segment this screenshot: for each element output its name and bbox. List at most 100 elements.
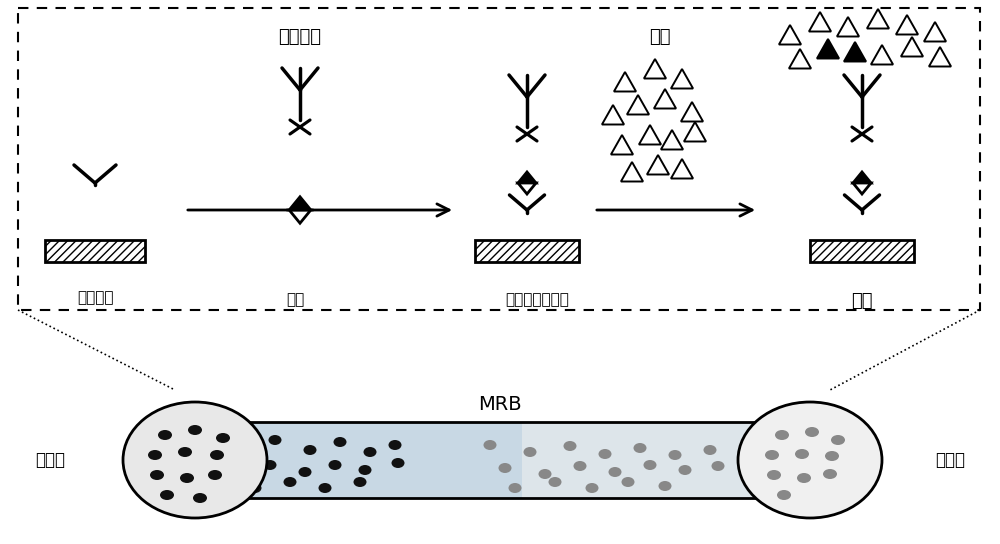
- Ellipse shape: [364, 447, 376, 457]
- Polygon shape: [853, 172, 871, 183]
- Ellipse shape: [392, 458, 404, 468]
- Polygon shape: [518, 183, 536, 194]
- Ellipse shape: [823, 469, 837, 479]
- Ellipse shape: [548, 477, 562, 487]
- Ellipse shape: [644, 460, 656, 470]
- Ellipse shape: [160, 490, 174, 500]
- Polygon shape: [671, 159, 693, 178]
- Ellipse shape: [586, 483, 598, 493]
- Ellipse shape: [608, 467, 622, 477]
- Ellipse shape: [188, 425, 202, 435]
- Ellipse shape: [678, 465, 692, 475]
- Ellipse shape: [767, 470, 781, 480]
- Ellipse shape: [180, 473, 194, 483]
- Polygon shape: [779, 25, 801, 45]
- Ellipse shape: [248, 483, 262, 493]
- Ellipse shape: [498, 463, 512, 473]
- Ellipse shape: [574, 461, 586, 471]
- Bar: [810, 240, 914, 262]
- Bar: [522, 422, 810, 498]
- Text: 抗原抗体复合物: 抗原抗体复合物: [505, 292, 569, 307]
- Text: 阳极室: 阳极室: [935, 451, 965, 469]
- Ellipse shape: [538, 469, 552, 479]
- Ellipse shape: [777, 490, 791, 500]
- Ellipse shape: [775, 430, 789, 440]
- Ellipse shape: [193, 493, 207, 503]
- Ellipse shape: [797, 473, 811, 483]
- Ellipse shape: [598, 449, 612, 459]
- Polygon shape: [614, 72, 636, 91]
- Ellipse shape: [318, 483, 332, 493]
- Ellipse shape: [268, 435, 282, 445]
- Ellipse shape: [668, 450, 682, 460]
- Polygon shape: [901, 37, 923, 57]
- Polygon shape: [844, 42, 866, 61]
- Polygon shape: [289, 210, 311, 223]
- Bar: [18, 8, 980, 310]
- Ellipse shape: [564, 441, 576, 451]
- Ellipse shape: [484, 440, 496, 450]
- Polygon shape: [896, 15, 918, 34]
- Text: 抗原: 抗原: [286, 292, 304, 307]
- Ellipse shape: [354, 477, 366, 487]
- Bar: [195, 422, 522, 498]
- Ellipse shape: [388, 440, 402, 450]
- Ellipse shape: [509, 483, 522, 493]
- Text: 固相一抗: 固相一抗: [77, 290, 113, 305]
- Polygon shape: [647, 155, 669, 175]
- Ellipse shape: [795, 449, 809, 459]
- Ellipse shape: [765, 450, 779, 460]
- Polygon shape: [789, 49, 811, 69]
- Polygon shape: [853, 183, 871, 194]
- Ellipse shape: [234, 465, 246, 475]
- Polygon shape: [817, 39, 839, 59]
- Polygon shape: [639, 125, 661, 145]
- Text: MRB: MRB: [478, 395, 522, 414]
- Ellipse shape: [216, 433, 230, 443]
- Ellipse shape: [178, 447, 192, 457]
- Polygon shape: [929, 47, 951, 66]
- Ellipse shape: [210, 450, 224, 460]
- Polygon shape: [654, 89, 676, 108]
- Polygon shape: [867, 9, 889, 28]
- Ellipse shape: [704, 445, 716, 455]
- Ellipse shape: [334, 437, 347, 447]
- Polygon shape: [602, 105, 624, 125]
- Polygon shape: [518, 172, 536, 183]
- Bar: [45, 240, 145, 262]
- Ellipse shape: [524, 447, 536, 457]
- Ellipse shape: [158, 430, 172, 440]
- Polygon shape: [671, 69, 693, 89]
- Ellipse shape: [805, 427, 819, 437]
- Ellipse shape: [148, 450, 162, 460]
- Ellipse shape: [825, 451, 839, 461]
- Bar: [475, 240, 579, 262]
- Ellipse shape: [328, 460, 342, 470]
- Text: 显色: 显色: [851, 292, 873, 310]
- Polygon shape: [644, 59, 666, 78]
- Ellipse shape: [264, 460, 276, 470]
- Polygon shape: [621, 162, 643, 182]
- Ellipse shape: [234, 443, 246, 453]
- Polygon shape: [661, 130, 683, 150]
- Ellipse shape: [358, 465, 372, 475]
- Polygon shape: [924, 22, 946, 41]
- Ellipse shape: [284, 477, 296, 487]
- Polygon shape: [611, 135, 633, 154]
- Polygon shape: [871, 45, 893, 65]
- Ellipse shape: [634, 443, 646, 453]
- Polygon shape: [289, 197, 311, 210]
- Ellipse shape: [150, 470, 164, 480]
- Polygon shape: [809, 12, 831, 32]
- Polygon shape: [681, 102, 703, 121]
- Ellipse shape: [304, 445, 316, 455]
- Ellipse shape: [831, 435, 845, 445]
- Polygon shape: [627, 95, 649, 114]
- Ellipse shape: [208, 470, 222, 480]
- Ellipse shape: [658, 481, 672, 491]
- Polygon shape: [837, 17, 859, 36]
- Text: 底物: 底物: [649, 28, 671, 46]
- Ellipse shape: [738, 402, 882, 518]
- Text: 酶标二抗: 酶标二抗: [278, 28, 322, 46]
- Ellipse shape: [123, 402, 267, 518]
